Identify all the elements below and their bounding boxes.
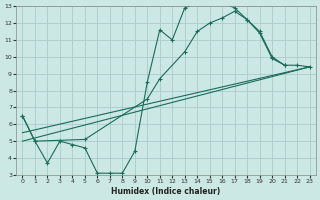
X-axis label: Humidex (Indice chaleur): Humidex (Indice chaleur) — [111, 187, 221, 196]
